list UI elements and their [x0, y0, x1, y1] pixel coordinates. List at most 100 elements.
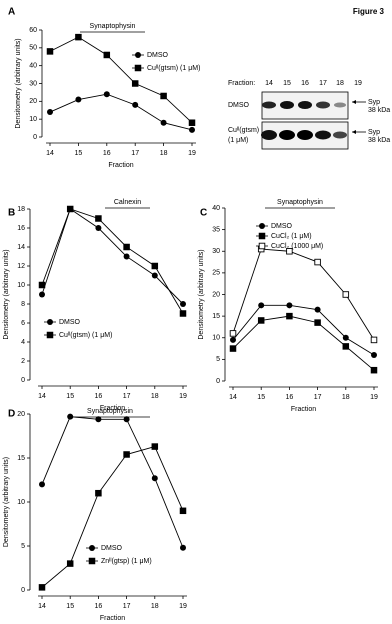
y-tick-label: 25	[212, 270, 220, 277]
panel-label: C	[200, 208, 207, 219]
x-tick-label: 19	[188, 150, 196, 157]
y-tick-label: 10	[17, 282, 25, 289]
y-tick-label: 40	[212, 205, 220, 212]
blot-fraction: 15	[283, 80, 291, 87]
point	[342, 343, 350, 350]
point	[160, 92, 167, 100]
series-line	[41, 208, 184, 305]
point	[123, 243, 130, 251]
point	[89, 545, 95, 551]
blot-row-label: Cuᴵᴵ(gtsm)	[228, 127, 259, 134]
y-tick-label: 0	[33, 134, 37, 141]
point	[286, 247, 293, 255]
y-tick-label: 40	[29, 63, 37, 70]
y-tick-label: 30	[29, 80, 37, 87]
x-tick-label: 14	[38, 603, 46, 610]
x-tick-label: 17	[314, 394, 322, 401]
legend-label: Cuᴵᴵ(gtsm) (1 μM)	[147, 65, 200, 72]
y-tick-label: 0	[21, 587, 25, 594]
x-tick-label: 14	[46, 150, 54, 157]
point	[258, 232, 266, 240]
point	[179, 310, 187, 317]
y-tick-label: 14	[17, 244, 25, 251]
x-tick-label: 17	[131, 150, 139, 157]
legend-label: DMSO	[101, 545, 123, 552]
y-tick-label: 16	[17, 225, 25, 232]
x-tick-label: 15	[75, 150, 83, 157]
x-tick-label: 16	[103, 150, 111, 157]
y-tick-label: 20	[29, 98, 37, 105]
blot-bands	[261, 101, 347, 140]
point	[75, 33, 82, 41]
y-axis-label: Densitometry (arbitrary units)	[15, 38, 22, 128]
point	[95, 489, 102, 497]
x-tick-label: 17	[123, 603, 131, 610]
point	[39, 291, 45, 298]
x-tick-label: 14	[229, 394, 237, 401]
point	[47, 109, 53, 116]
point	[132, 101, 139, 108]
point	[342, 334, 349, 341]
point	[371, 352, 377, 359]
y-axis-label: Densitometry (arbitrary units)	[3, 249, 10, 339]
y-axis-label: Densitometry (arbitrary units)	[198, 249, 205, 339]
x-tick-label: 17	[123, 393, 131, 400]
panel-label: B	[8, 208, 15, 219]
point	[160, 119, 167, 126]
blot-arrows	[352, 100, 366, 134]
point	[286, 312, 293, 320]
y-tick-label: 35	[212, 226, 220, 233]
point	[180, 544, 186, 551]
point	[103, 51, 111, 59]
figure-label: Figure 3	[353, 7, 385, 16]
x-axis-label: Fraction	[100, 405, 125, 412]
point	[257, 317, 265, 324]
point	[188, 119, 196, 126]
blot-band-label: 38 kDa	[368, 107, 390, 114]
y-tick-label: 12	[17, 263, 25, 270]
blot-fraction: 18	[336, 80, 344, 87]
annotation: Synaptophysin	[90, 23, 136, 30]
point	[95, 225, 102, 231]
y-tick-label: 8	[21, 301, 25, 308]
point	[38, 584, 46, 591]
point	[134, 64, 142, 72]
y-axis-label: Densitometry (arbitrary units)	[3, 457, 10, 547]
y-tick-label: 10	[17, 499, 25, 506]
y-tick-label: 10	[212, 335, 220, 342]
y-tick-label: 4	[21, 339, 25, 346]
annotation: Synaptophysin	[87, 408, 133, 415]
point	[46, 48, 54, 55]
legend-label: Cuᴵᴵ(gtsm) (1 μM)	[59, 332, 112, 339]
y-tick-label: 10	[29, 116, 37, 123]
x-tick-label: 16	[95, 393, 103, 400]
point	[123, 253, 130, 260]
x-axis-label: Fraction	[108, 162, 133, 169]
series-line	[41, 416, 184, 548]
y-tick-label: 2	[21, 358, 25, 365]
y-tick-label: 20	[212, 291, 220, 298]
point	[286, 302, 293, 309]
legend-label: DMSO	[271, 223, 293, 230]
x-tick-label: 19	[179, 393, 187, 400]
y-tick-label: 30	[212, 248, 220, 255]
series-line	[49, 36, 193, 124]
x-tick-label: 16	[286, 394, 294, 401]
series-line	[232, 315, 375, 371]
x-tick-label: 18	[151, 603, 159, 610]
y-tick-label: 0	[216, 378, 220, 385]
point	[151, 262, 159, 270]
legend-label: CuCl₂ (1 μM)	[271, 233, 312, 240]
series-line	[41, 208, 184, 314]
point	[314, 319, 321, 326]
blot-fraction: 19	[354, 80, 362, 87]
legend-label: CuCl₂ (1000 μM)	[271, 243, 323, 250]
legend-label: DMSO	[147, 52, 169, 59]
point	[103, 91, 110, 98]
point	[314, 258, 321, 266]
x-tick-label: 18	[160, 150, 168, 157]
point	[135, 52, 141, 58]
blot-band-label: Syp	[368, 99, 380, 106]
x-tick-label: 15	[66, 603, 74, 610]
